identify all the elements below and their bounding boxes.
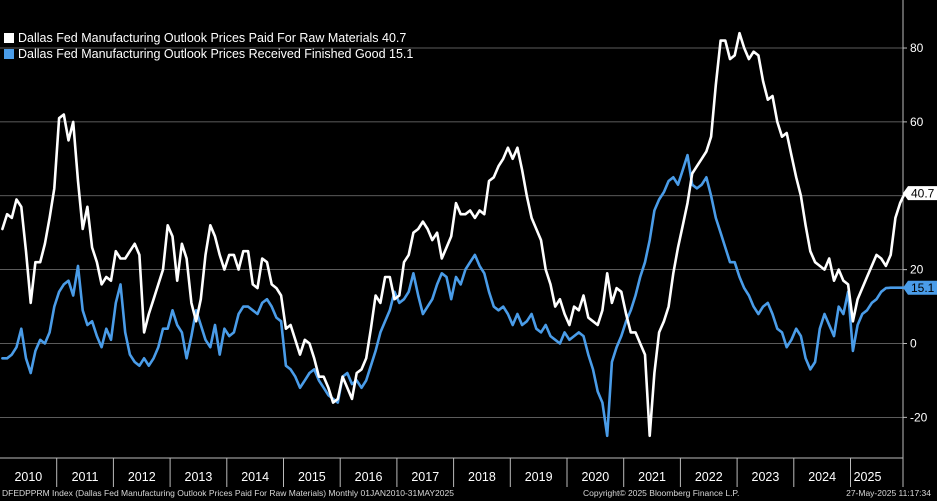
series-lines: [1, 31, 907, 438]
last-value-label-prices-paid: 40.7: [903, 186, 937, 201]
x-tick-label: 2021: [638, 470, 666, 484]
y-tick-label: -20: [910, 410, 928, 424]
y-tick-label: 20: [910, 263, 924, 277]
series-line-prices-paid: [1, 31, 907, 438]
copyright-note: Copyright© 2025 Bloomberg Finance L.P.: [583, 488, 740, 498]
last-value-label-prices-received: 15.1: [903, 280, 937, 295]
x-tick-label: 2015: [298, 470, 326, 484]
x-tick-label: 2024: [808, 470, 836, 484]
legend-entry-prices-received: Dallas Fed Manufacturing Outlook Prices …: [4, 46, 413, 62]
x-tick-label: 2013: [185, 470, 213, 484]
x-tick-label: 2025: [854, 470, 882, 484]
x-tick-label: 2018: [468, 470, 496, 484]
x-tick-label: 2019: [525, 470, 553, 484]
grid-lines: [0, 47, 903, 418]
y-axis: -20020406080: [902, 0, 928, 487]
last-value-flag: [903, 186, 937, 201]
source-note: DFEDPPRM Index (Dallas Fed Manufacturing…: [2, 488, 454, 498]
series-line-prices-received: [1, 153, 907, 438]
last-value-labels: 40.7 15.1: [903, 186, 937, 295]
footer: DFEDPPRM Index (Dallas Fed Manufacturing…: [0, 487, 937, 501]
x-tick-label: 2014: [241, 470, 269, 484]
x-tick-label: 2022: [695, 470, 723, 484]
legend-entry-prices-paid: Dallas Fed Manufacturing Outlook Prices …: [4, 30, 413, 46]
legend: Dallas Fed Manufacturing Outlook Prices …: [4, 30, 413, 62]
x-tick-label: 2011: [72, 470, 99, 484]
y-tick-label: 0: [910, 337, 917, 351]
last-value-text: 40.7: [911, 187, 935, 201]
y-tick-label: 80: [910, 41, 924, 55]
legend-label: Dallas Fed Manufacturing Outlook Prices …: [18, 47, 414, 61]
x-tick-label: 2012: [128, 470, 156, 484]
x-tick-label: 2023: [752, 470, 780, 484]
legend-label: Dallas Fed Manufacturing Outlook Prices …: [18, 31, 407, 45]
y-tick-label: 60: [910, 115, 924, 129]
square-swatch-icon: [4, 49, 14, 59]
x-tick-label: 2017: [411, 470, 439, 484]
x-tick-label: 2020: [581, 470, 609, 484]
timestamp: 27-May-2025 11:17:34: [846, 488, 931, 498]
x-axis: 2010 2011 2012 2013 2014 2015 2016 2017 2018 2019…: [0, 457, 903, 487]
last-value-flag: [903, 280, 937, 295]
square-swatch-icon: [4, 33, 14, 43]
x-tick-label: 2016: [355, 470, 383, 484]
last-value-text: 15.1: [911, 281, 935, 295]
x-tick-label: 2010: [14, 470, 42, 484]
